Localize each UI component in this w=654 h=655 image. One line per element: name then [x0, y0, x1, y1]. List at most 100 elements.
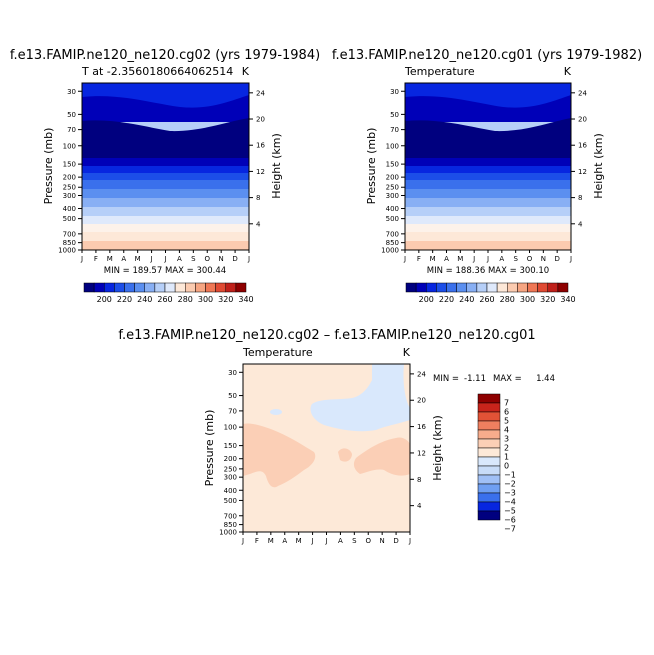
colorbar-label: 240 [137, 295, 152, 304]
colorbar-label: 240 [459, 295, 474, 304]
panel-cg01: f.e13.FAMIP.ne120_ne120.cg01 (yrs 1979-1… [332, 48, 642, 304]
right-tick-label: 16 [417, 423, 426, 431]
contour-band [82, 216, 249, 224]
colorbar-swatch [496, 282, 508, 293]
y-tick-label: 50 [390, 111, 399, 119]
y-tick-label: 70 [67, 126, 76, 134]
contour-band [82, 224, 249, 232]
colorbar-swatch [83, 282, 95, 293]
y-tick-label: 30 [228, 369, 237, 377]
colorbar-label: 5 [504, 417, 509, 426]
colorbar-swatch [225, 282, 237, 293]
x-tick-label: S [352, 537, 357, 545]
x-tick-label: J [80, 255, 83, 263]
y-tick-label: 150 [386, 161, 399, 169]
y-tick-label: 250 [63, 184, 76, 192]
right-tick-label: 16 [256, 142, 265, 150]
colorbar-swatch [185, 282, 196, 293]
y-tick-label: 50 [228, 392, 237, 400]
colorbar-swatch [527, 282, 538, 293]
x-tick-label: J [403, 255, 406, 263]
x-tick-label: J [241, 537, 244, 545]
colorbar-swatch [134, 282, 145, 293]
x-tick-label: O [527, 255, 533, 263]
colorbar-label: −5 [504, 507, 516, 516]
right-axis-label: Height (km) [270, 133, 283, 199]
colorbar-label: 220 [117, 295, 132, 304]
colorbar-swatch [154, 282, 166, 293]
right-tick-label: 8 [256, 194, 260, 202]
min-max-label: MIN = 189.57 MAX = 300.44 [104, 266, 226, 276]
colorbar: 200 220 240 260 280 300 320 340 [83, 282, 254, 304]
colorbar-label: −2 [504, 480, 516, 489]
colorbar-swatch [466, 282, 478, 293]
panel-subtitle: Temperature [404, 65, 475, 78]
colorbar-label: −6 [504, 516, 516, 525]
contour-fill [243, 364, 410, 532]
colorbar-label: 6 [504, 408, 509, 417]
contour-band [82, 158, 249, 166]
colorbar-swatch [477, 429, 501, 440]
colorbar-swatch [104, 282, 115, 293]
colorbar-swatch [436, 282, 447, 293]
contour-band [405, 95, 571, 122]
x-tick-label: N [380, 537, 385, 545]
contour-band [405, 118, 571, 158]
x-tick-label: M [268, 537, 274, 545]
contour-band [405, 189, 571, 198]
panel-title: f.e13.FAMIP.ne120_ne120.cg02 – f.e13.FAM… [118, 328, 535, 343]
y-tick-label: 30 [67, 88, 76, 96]
panel-units: K [242, 65, 250, 78]
colorbar-swatch [477, 501, 501, 512]
contour-band [338, 448, 352, 462]
colorbar-swatch [477, 402, 501, 413]
contour-band [405, 198, 571, 207]
y-tick-label: 400 [224, 487, 237, 495]
y-tick-label: 500 [386, 215, 399, 223]
contour-band [405, 166, 571, 173]
colorbar-swatch [486, 282, 498, 293]
panel-subtitle: Temperature [242, 346, 313, 359]
right-tick-label: 20 [256, 116, 265, 124]
contour-band [82, 173, 249, 180]
colorbar-swatch [477, 447, 501, 458]
contour-band [243, 423, 316, 488]
colorbar-label: −7 [504, 525, 516, 534]
colorbar-swatch [537, 282, 548, 293]
x-tick-label: A [282, 537, 287, 545]
colorbar-swatch [477, 456, 501, 467]
contour-band [82, 198, 249, 207]
colorbar-swatch [205, 282, 216, 293]
colorbar-swatch [477, 465, 501, 476]
colorbar-swatch [477, 483, 501, 494]
x-tick-label: M [107, 255, 113, 263]
contour-band [405, 207, 571, 216]
contour-band [82, 118, 249, 158]
y-tick-label: 150 [63, 161, 76, 169]
right-tick-label: 24 [417, 370, 426, 378]
right-tick-label: 4 [256, 220, 261, 228]
colorbar-label: 280 [500, 295, 515, 304]
min-label: MIN = [433, 374, 459, 384]
y-tick-label: 100 [224, 424, 237, 432]
colorbar-label: −3 [504, 489, 516, 498]
y-axis-label: Pressure (mb) [365, 128, 378, 205]
x-tick-label: M [457, 255, 463, 263]
colorbar-label: 300 [520, 295, 535, 304]
contour-band [270, 409, 282, 415]
contour-band [405, 216, 571, 224]
y-tick-label: 1000 [381, 247, 399, 255]
contour-band [82, 207, 249, 216]
x-tick-label: S [513, 255, 518, 263]
contour-band [405, 173, 571, 180]
x-tick-label: F [255, 537, 259, 545]
colorbar-label: −4 [504, 498, 516, 507]
y-tick-label: 100 [63, 142, 76, 150]
y-tick-label: 500 [224, 497, 237, 505]
y-tick-label: 150 [224, 442, 237, 450]
y-tick-label: 300 [224, 474, 237, 482]
right-tick-label: 12 [256, 168, 265, 176]
